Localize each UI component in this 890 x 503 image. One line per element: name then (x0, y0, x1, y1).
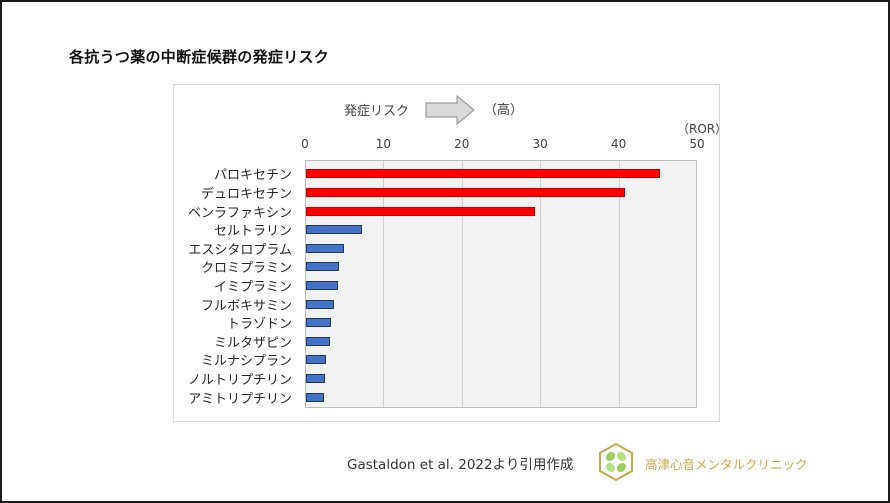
category-label: ノルトリプチリン (187, 373, 292, 389)
clover-hexagon-logo-icon (599, 442, 633, 482)
x-tick-label: 10 (375, 137, 392, 151)
clinic-name: 高津心音メンタルクリニック (645, 457, 808, 472)
bar (306, 225, 363, 235)
risk-high-label: （高） (484, 103, 524, 118)
gridline (618, 161, 620, 407)
right-arrow-icon (425, 95, 475, 125)
bar (306, 318, 332, 328)
category-label: ベンラファキシン (187, 205, 292, 221)
gridline (540, 161, 542, 407)
category-label: ミルナシプラン (200, 354, 292, 370)
x-tick-label: 20 (454, 137, 470, 151)
bar (306, 169, 660, 179)
category-label: セルトラリン (213, 224, 292, 240)
bar (306, 187, 626, 197)
bar (306, 336, 331, 346)
gridline (461, 161, 463, 407)
x-tick-label: 30 (532, 137, 548, 151)
category-label: クロミプラミン (200, 261, 292, 277)
category-label: アミトリプチリン (188, 391, 292, 407)
category-label: イミプラミン (213, 280, 292, 295)
page-title: 各抗うつ薬の中断症候群の発症リスク (69, 48, 330, 66)
bar (306, 299, 335, 309)
category-label: トラゾドン (226, 317, 292, 333)
bar (306, 392, 325, 402)
bar (306, 281, 339, 290)
plot-area (305, 160, 697, 408)
x-tick-label: 40 (610, 137, 627, 151)
bar (306, 243, 344, 253)
bar (306, 206, 535, 216)
bar (306, 262, 339, 272)
category-label: パロキセチン (213, 168, 292, 184)
category-label: エスシタロプラム (188, 242, 292, 258)
category-label: ミルタザピン (213, 335, 292, 351)
x-axis-unit-label: （ROR） (677, 122, 728, 136)
risk-label: 発症リスク (344, 104, 410, 119)
bar (306, 374, 325, 384)
bar (306, 355, 326, 365)
x-tick-label: 50 (689, 137, 705, 151)
gridline (383, 161, 385, 407)
citation: Gastaldon et al. 2022より引用作成 (347, 457, 574, 473)
category-label: デュロキセチン (200, 186, 292, 202)
x-tick-label: 0 (301, 137, 309, 151)
category-label: フルボキサミン (200, 298, 292, 314)
